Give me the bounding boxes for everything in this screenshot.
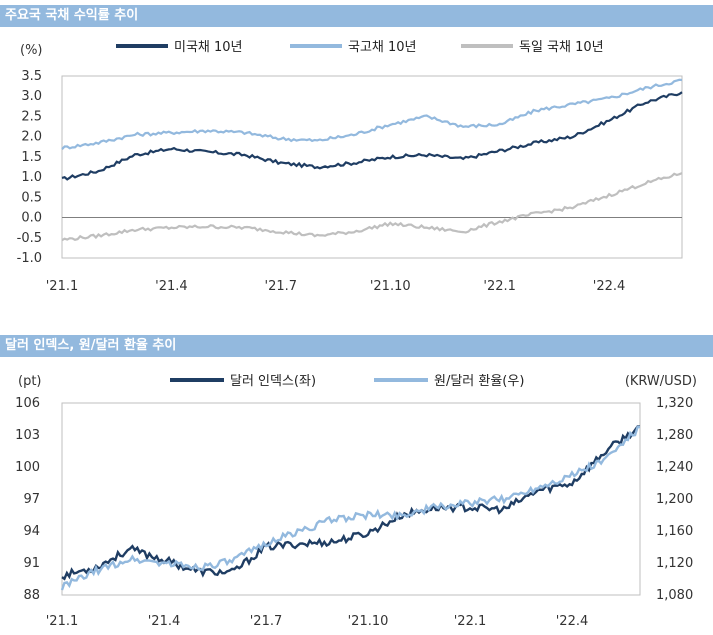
x-tick-label: '21.4 [155, 279, 188, 294]
y-right-tick-label: 1,200 [656, 492, 693, 507]
x-tick-label: '21.7 [250, 614, 283, 629]
y-tick-label: 0.5 [21, 190, 42, 205]
plot-frame [61, 75, 683, 259]
legend-label-1: 원/달러 환율(우) [434, 374, 524, 389]
y-left-tick-label: 100 [15, 460, 40, 475]
y-tick-label: 2.5 [21, 109, 42, 124]
y-left-tick-label: 106 [15, 396, 40, 411]
series-line-2 [61, 172, 683, 242]
legend-label-1: 국고채 10년 [348, 40, 417, 55]
x-tick-label: '21.1 [46, 279, 79, 294]
bond-yield-chart: (%) 3.5 3.0 2.5 2.0 1.5 1.0 0.5 0.0 -0.5 -1.0 '21.1… [17, 40, 683, 294]
y-axis-right-unit: (KRW/USD) [625, 374, 697, 389]
x-tick-label: '22.4 [556, 614, 589, 629]
bond-yield-chart-title: 주요국 국채 수익률 추이 [0, 5, 713, 27]
x-tick-label: '22.4 [593, 279, 626, 294]
fx-chart: (pt) (KRW/USD) 106 103 100 97 94 91 88 1,320 1,280… [15, 374, 697, 629]
y-left-tick-label: 91 [23, 556, 40, 571]
y-left-tick-label: 94 [23, 524, 40, 539]
x-tick-label: '21.10 [370, 279, 411, 294]
y-left-tick-label: 88 [23, 588, 40, 603]
x-tick-label: '21.1 [46, 614, 79, 629]
y-axis-unit: (%) [20, 43, 43, 58]
y-right-tick-label: 1,240 [656, 460, 693, 475]
x-tick-label: '21.4 [148, 614, 181, 629]
x-tick-label: '21.10 [348, 614, 389, 629]
y-tick-label: 0.0 [21, 211, 42, 226]
y-left-tick-label: 97 [23, 492, 40, 507]
x-tick-label: '22.1 [483, 279, 516, 294]
y-right-tick-label: 1,080 [656, 588, 693, 603]
y-right-tick-label: 1,320 [656, 396, 693, 411]
y-right-tick-label: 1,120 [656, 556, 693, 571]
y-right-tick-label: 1,280 [656, 428, 693, 443]
plot-frame [61, 402, 641, 596]
y-left-tick-label: 103 [15, 428, 40, 443]
y-tick-label: 3.5 [21, 69, 42, 84]
y-tick-label: 1.5 [21, 150, 42, 165]
series-line-1 [61, 78, 683, 150]
y-tick-label: 3.0 [21, 89, 42, 104]
series-line-0 [61, 425, 640, 581]
y-right-tick-label: 1,160 [656, 524, 693, 539]
y-axis-left-unit: (pt) [18, 374, 42, 389]
y-tick-label: -1.0 [17, 251, 42, 266]
y-tick-label: 1.0 [21, 170, 42, 185]
x-tick-label: '21.7 [265, 279, 298, 294]
legend-label-0: 달러 인덱스(좌) [230, 374, 316, 389]
series-line-1 [60, 425, 640, 591]
y-tick-label: 2.0 [21, 130, 42, 145]
series-line-0 [61, 91, 683, 181]
x-tick-label: '22.1 [454, 614, 487, 629]
legend-label-0: 미국채 10년 [174, 40, 243, 55]
fx-chart-title: 달러 인덱스, 원/달러 환율 추이 [0, 335, 713, 357]
legend-label-2: 독일 국채 10년 [519, 40, 604, 55]
y-tick-label: -0.5 [17, 231, 42, 246]
